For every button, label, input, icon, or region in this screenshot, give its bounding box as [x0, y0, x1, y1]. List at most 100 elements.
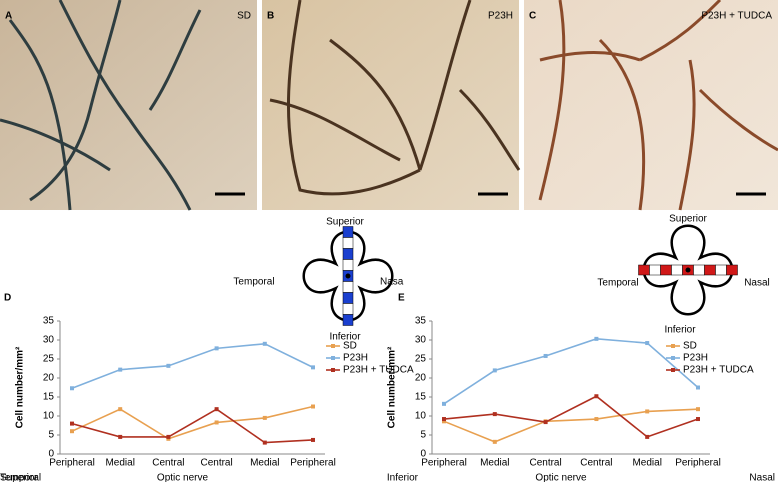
data-point [311, 365, 315, 370]
panel-label: B [267, 11, 274, 22]
data-point [492, 412, 497, 417]
retina-stripe [638, 264, 650, 276]
photo-a [0, 0, 257, 211]
data-point [442, 419, 446, 424]
y-tick-label: 5 [48, 430, 54, 441]
panel-label: C [529, 11, 536, 22]
y-tick-label: 35 [43, 316, 55, 327]
diagram-label: Nasal [744, 278, 770, 289]
data-point [262, 440, 267, 445]
axis-note: Temporal [0, 473, 41, 482]
x-tick-label: Central [200, 458, 232, 469]
data-point [645, 409, 650, 414]
series-line [71, 408, 314, 444]
data-point [214, 346, 219, 351]
data-point [594, 336, 599, 341]
y-tick-label: 25 [43, 354, 55, 365]
diagram-label: Temporal [233, 277, 274, 288]
retina-stripe [660, 264, 672, 276]
data-point [442, 401, 446, 406]
data-point [543, 420, 548, 425]
retina-stripe [704, 264, 716, 276]
x-tick-label: Central [152, 458, 184, 469]
axis-note: Optic nerve [157, 473, 209, 482]
data-point [166, 434, 171, 439]
diagram-label: Superior [326, 217, 364, 228]
y-tick-label: 20 [43, 373, 55, 384]
x-tick-label: Medial [105, 458, 134, 469]
data-point [594, 417, 599, 422]
legend-marker [331, 356, 335, 360]
optic-nerve [685, 267, 691, 273]
panel-label: E [398, 293, 405, 304]
y-tick-label: 25 [415, 354, 427, 365]
data-point [311, 404, 315, 409]
data-point [262, 415, 267, 420]
legend-label: P23H [683, 353, 708, 364]
data-point [118, 434, 123, 439]
photo-title: P23H + TUDCA [701, 11, 772, 22]
data-point [645, 341, 650, 346]
photo-title: SD [237, 11, 251, 22]
x-tick-label: Peripheral [49, 458, 95, 469]
legend-marker [331, 368, 335, 372]
x-tick-label: Peripheral [290, 458, 336, 469]
y-tick-label: 0 [420, 449, 426, 460]
optic-nerve [345, 273, 351, 279]
data-point [118, 407, 123, 412]
data-point [214, 407, 219, 412]
retina-stripe [342, 226, 354, 238]
retina-stripe [649, 264, 661, 276]
retina-stripe [715, 264, 727, 276]
legend-label: P23H [343, 353, 368, 364]
series-line [71, 342, 314, 390]
legend-marker [331, 344, 335, 348]
data-point [492, 368, 497, 373]
photo-b [262, 0, 521, 210]
x-tick-label: Central [529, 458, 561, 469]
retina-stripe [342, 314, 354, 326]
retina-stripe [671, 264, 683, 276]
legend-label: SD [683, 341, 697, 352]
y-tick-label: 15 [415, 392, 427, 403]
y-tick-label: 10 [43, 411, 55, 422]
data-point [214, 420, 219, 425]
diagram-label: Superior [669, 214, 707, 225]
data-point [262, 341, 267, 346]
data-point [70, 421, 74, 426]
data-point [645, 434, 650, 439]
y-axis-title: Cell number/mm² [15, 346, 26, 428]
axis-note: Superior [0, 473, 38, 482]
photo-c [524, 0, 778, 211]
diagram-label: Inferior [329, 332, 361, 343]
y-tick-label: 5 [420, 430, 426, 441]
data-point [118, 367, 123, 372]
x-tick-label: Central [580, 458, 612, 469]
x-tick-label: Medial [250, 458, 279, 469]
series-line [443, 395, 699, 438]
data-point [70, 386, 74, 391]
axis-note: Inferior [387, 473, 419, 482]
x-tick-label: Peripheral [421, 458, 467, 469]
axis-note: Optic nerve [535, 473, 587, 482]
legend-label: P23H + TUDCA [343, 365, 414, 376]
retina-stripe [693, 264, 705, 276]
data-point [70, 429, 74, 434]
retina-stripe [342, 248, 354, 260]
y-axis-title: Cell number/mm² [387, 346, 398, 428]
y-tick-label: 35 [415, 316, 427, 327]
legend-marker [671, 344, 675, 348]
retina-stripe [342, 259, 354, 271]
retina-stripe [342, 281, 354, 293]
data-point [696, 407, 700, 412]
diagram-label: Inferior [664, 325, 696, 336]
legend-label: SD [343, 341, 357, 352]
retina-stripe [342, 303, 354, 315]
series-line [443, 338, 699, 405]
legend-marker [671, 368, 675, 372]
retina-stripe [342, 292, 354, 304]
data-point [492, 439, 497, 444]
data-point [594, 394, 599, 399]
y-tick-label: 15 [43, 392, 55, 403]
